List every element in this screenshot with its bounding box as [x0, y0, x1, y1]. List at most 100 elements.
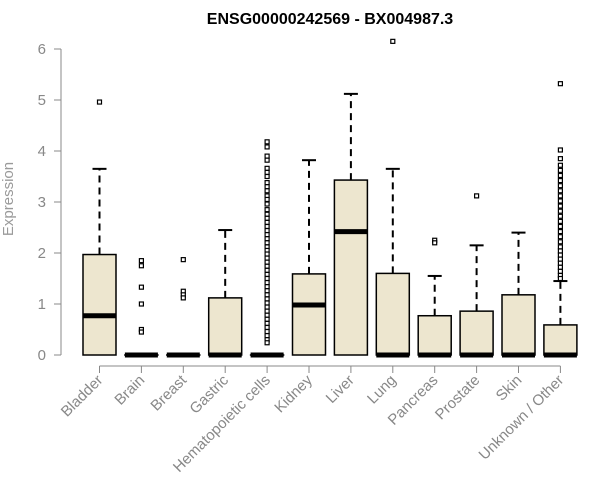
outlier-point [557, 198, 564, 204]
box-5 [291, 159, 327, 356]
outlier-point [557, 208, 564, 214]
outlier-point [264, 308, 270, 314]
outlier-point [264, 312, 270, 318]
box-series [82, 38, 578, 358]
outlier-point [138, 329, 144, 335]
x-tick-label: Prostate [432, 372, 484, 424]
outlier-point [557, 223, 564, 230]
y-tick-label: 2 [38, 245, 46, 262]
outlier-point [180, 257, 186, 263]
y-tick-label: 3 [38, 194, 46, 211]
outlier-point [557, 248, 564, 254]
outlier-point [264, 328, 270, 335]
box-body [417, 314, 452, 356]
outlier-point [264, 340, 270, 346]
box-10 [501, 231, 536, 358]
outlier-point [264, 288, 270, 294]
box-0 [82, 99, 117, 356]
box-3 [207, 229, 243, 358]
outlier-point [264, 300, 270, 306]
outlier-point [557, 260, 564, 266]
outlier-point [557, 193, 564, 199]
x-tick-label: Bladder [58, 372, 107, 421]
outlier-point [557, 162, 564, 168]
y-tick-label: 6 [38, 41, 46, 58]
outlier-point [264, 320, 270, 326]
outlier-point [557, 147, 564, 153]
chart-title: ENSG00000242569 - BX004987.3 [207, 11, 454, 28]
outlier-point [557, 252, 564, 258]
outlier-point [264, 275, 270, 282]
outlier-point [557, 203, 564, 209]
outlier-point [264, 304, 270, 310]
box-9 [459, 193, 494, 358]
outlier-point [264, 251, 270, 257]
outlier-point [432, 240, 438, 246]
x-tick-label: Lung [364, 372, 400, 408]
outlier-point [264, 316, 270, 322]
outlier-point [264, 201, 270, 207]
outlier-point [557, 239, 564, 245]
y-tick-label: 1 [38, 296, 46, 313]
outlier-point [264, 196, 270, 203]
box-7 [375, 38, 411, 358]
outlier-point [557, 268, 564, 274]
outlier-point [264, 255, 270, 261]
box-11 [543, 81, 578, 358]
outlier-point [557, 264, 564, 270]
outlier-point [96, 99, 103, 105]
outlier-point [264, 188, 270, 194]
outlier-point [264, 169, 270, 176]
outlier-point [474, 193, 480, 199]
outlier-point [264, 259, 270, 265]
outlier-point [264, 219, 270, 225]
outlier-point [264, 184, 270, 190]
outlier-point [264, 263, 270, 269]
x-tick-label: Skin [493, 372, 526, 405]
outlier-point [264, 333, 270, 339]
outlier-point [557, 213, 564, 219]
box-body [333, 179, 369, 356]
outlier-point [557, 275, 564, 282]
outlier-point [264, 215, 270, 221]
outlier-point [264, 223, 270, 230]
outlier-point [557, 234, 564, 240]
outlier-point [264, 153, 270, 159]
outlier-point [264, 211, 270, 217]
outlier-point [264, 165, 270, 171]
outlier-point [557, 218, 564, 224]
outlier-point [264, 284, 270, 290]
outlier-point [557, 256, 564, 262]
outlier-point [264, 271, 270, 278]
outlier-point [557, 167, 564, 173]
x-tick-label: Breast [147, 371, 190, 414]
outlier-point [264, 232, 270, 238]
outlier-point [264, 279, 270, 286]
outlier-point [557, 188, 564, 194]
y-tick-label: 0 [38, 347, 46, 364]
outlier-point [557, 81, 564, 87]
outlier-point [138, 263, 144, 269]
outlier-point [264, 207, 270, 213]
outlier-point [264, 180, 270, 186]
outlier-point [264, 267, 270, 273]
x-tick-label: Kidney [271, 371, 316, 416]
outlier-point [557, 156, 564, 162]
outlier-point [264, 292, 270, 298]
outlier-point [557, 244, 564, 250]
x-tick-label: Liver [323, 372, 358, 407]
outlier-point [390, 38, 396, 44]
outlier-point [264, 296, 270, 302]
box-body [543, 324, 578, 356]
outlier-point [264, 324, 270, 331]
outlier-point [180, 295, 186, 301]
outlier-point [557, 177, 564, 184]
outlier-point [264, 173, 270, 180]
x-tick-label: Brain [111, 372, 148, 409]
box-body [375, 272, 411, 356]
outlier-point [557, 228, 564, 235]
box-body [82, 253, 117, 356]
outlier-point [264, 240, 270, 246]
